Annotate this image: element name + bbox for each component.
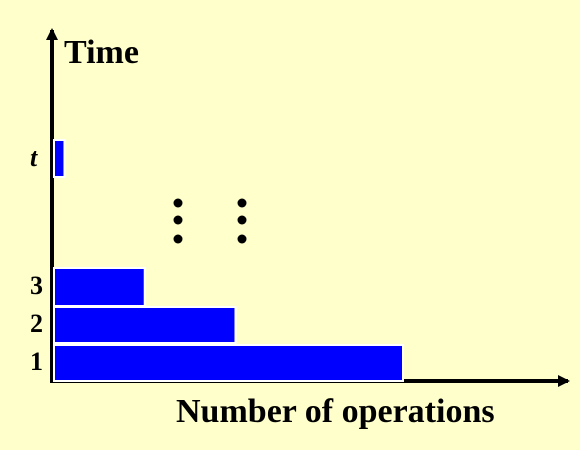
ellipsis-dot: [237, 234, 247, 244]
ellipsis-dot: [237, 198, 247, 208]
x-axis-title: Number of operations: [176, 393, 495, 430]
ellipsis-dot: [173, 215, 183, 225]
row-label-2: 2: [30, 309, 43, 338]
bar-row-3: [53, 267, 146, 307]
bar-row-1: [53, 344, 404, 382]
ellipsis-dot: [237, 215, 247, 225]
ellipsis-dot: [173, 198, 183, 208]
row-label-1: 1: [30, 347, 43, 376]
bar-row-2: [53, 306, 237, 344]
ellipsis-dot: [173, 234, 183, 244]
row-label-t: t: [30, 142, 38, 172]
y-axis-title: Time: [64, 34, 139, 71]
row-label-3: 3: [30, 271, 43, 300]
bar-row-t: [53, 139, 66, 178]
bar-group: [53, 139, 404, 382]
ellipsis-dots: [173, 198, 247, 244]
